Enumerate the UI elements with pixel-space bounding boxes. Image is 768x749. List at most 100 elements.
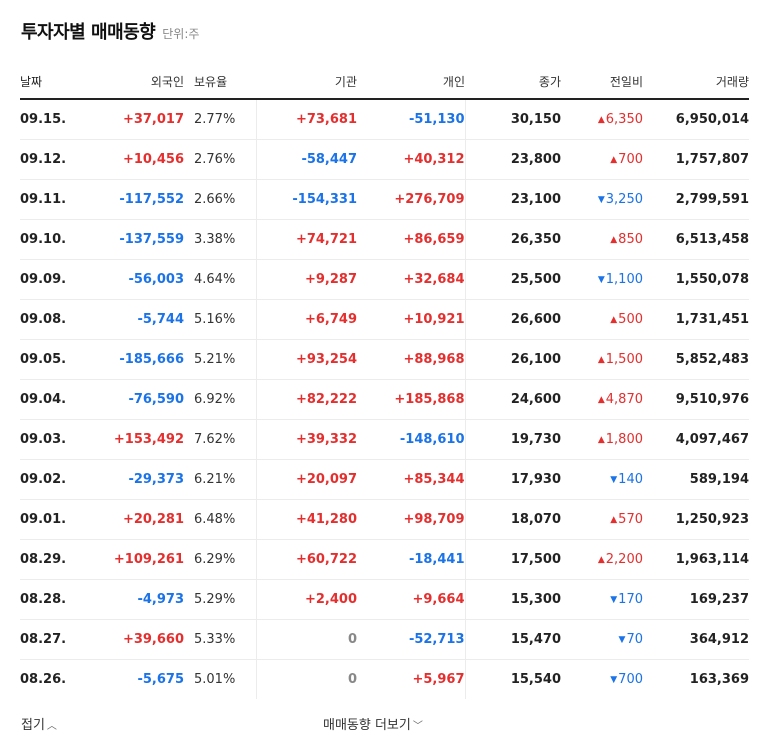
triangle-down-icon: ▼ (610, 595, 618, 605)
table-row: 09.08. -5,744 5.16% +6,749 +10,921 26,600 ▲500… (20, 299, 749, 340)
col-header-close: 종가 (465, 64, 561, 100)
cell-individual: -18,441 (357, 539, 466, 580)
change-value: 1,100 (605, 272, 643, 287)
cell-date: 09.04. (20, 379, 80, 420)
cell-holding-ratio: 3.38% (184, 219, 257, 260)
table-row: 09.10. -137,559 3.38% +74,721 +86,659 26,350 ▲… (20, 219, 749, 260)
cell-volume: 1,731,451 (643, 299, 749, 340)
change-value: 3,250 (605, 192, 643, 207)
cell-close: 19,730 (465, 419, 561, 460)
cell-holding-ratio: 2.76% (184, 139, 257, 180)
cell-date: 09.05. (20, 339, 80, 380)
cell-volume: 169,237 (643, 579, 749, 620)
cell-institution: +73,681 (256, 99, 357, 140)
cell-close: 15,300 (465, 579, 561, 620)
cell-date: 09.09. (20, 259, 80, 300)
cell-change: ▼70 (561, 619, 643, 660)
table-row: 09.04. -76,590 6.92% +82,222 +185,868 24,600 ▲… (20, 379, 749, 420)
triangle-up-icon: ▲ (597, 395, 605, 405)
table-header-row: 날짜 외국인 보유율 기관 개인 종가 전일비 거래량 (20, 64, 749, 100)
cell-date: 09.01. (20, 499, 80, 540)
cell-volume: 9,510,976 (643, 379, 749, 420)
cell-close: 23,800 (465, 139, 561, 180)
cell-volume: 364,912 (643, 619, 749, 660)
cell-holding-ratio: 5.33% (184, 619, 257, 660)
change-value: 1,800 (605, 432, 643, 447)
cell-date: 09.08. (20, 299, 80, 340)
cell-change: ▲4,870 (561, 379, 643, 420)
cell-institution: 0 (256, 619, 357, 660)
cell-holding-ratio: 6.92% (184, 379, 257, 420)
cell-institution: -154,331 (256, 179, 357, 220)
cell-foreign: +109,261 (80, 539, 184, 580)
cell-date: 09.12. (20, 139, 80, 180)
table-row: 09.03. +153,492 7.62% +39,332 -148,610 19,730… (20, 419, 749, 460)
fold-button[interactable]: 접기 ︿ (21, 714, 57, 733)
cell-institution: +74,721 (256, 219, 357, 260)
triangle-up-icon: ▲ (610, 515, 618, 525)
table-row: 08.28. -4,973 5.29% +2,400 +9,664 15,300 ▼170 1… (20, 579, 749, 620)
change-value: 700 (618, 152, 643, 167)
change-value: 500 (618, 312, 643, 327)
cell-change: ▲500 (561, 299, 643, 340)
cell-close: 26,350 (465, 219, 561, 260)
cell-individual: +9,664 (357, 579, 466, 620)
cell-institution: +20,097 (256, 459, 357, 500)
cell-holding-ratio: 2.77% (184, 99, 257, 140)
table-row: 09.02. -29,373 6.21% +20,097 +85,344 17,930 ▼1… (20, 459, 749, 500)
col-header-institution: 기관 (256, 64, 357, 100)
cell-foreign: -185,666 (80, 339, 184, 380)
cell-holding-ratio: 2.66% (184, 179, 257, 220)
cell-institution: +6,749 (256, 299, 357, 340)
change-value: 850 (618, 232, 643, 247)
cell-volume: 589,194 (643, 459, 749, 500)
section-title: 투자자별 매매동향 (21, 22, 156, 43)
cell-date: 09.10. (20, 219, 80, 260)
cell-change: ▲6,350 (561, 99, 643, 140)
cell-change: ▲1,500 (561, 339, 643, 380)
cell-foreign: -137,559 (80, 219, 184, 260)
triangle-down-icon: ▼ (597, 275, 605, 285)
triangle-up-icon: ▲ (597, 555, 605, 565)
cell-date: 09.03. (20, 419, 80, 460)
cell-change: ▲2,200 (561, 539, 643, 580)
table-footer: 접기 ︿ 매매동향 더보기 ﹀ (0, 708, 768, 738)
cell-foreign: +39,660 (80, 619, 184, 660)
change-value: 2,200 (605, 552, 643, 567)
cell-institution: +41,280 (256, 499, 357, 540)
triangle-up-icon: ▲ (610, 315, 618, 325)
triangle-up-icon: ▲ (597, 435, 605, 445)
change-value: 4,870 (605, 392, 643, 407)
cell-foreign: -4,973 (80, 579, 184, 620)
cell-individual: +10,921 (357, 299, 466, 340)
cell-change: ▲1,800 (561, 419, 643, 460)
change-value: 1,500 (605, 352, 643, 367)
section-header: 투자자별 매매동향 단위:주 (21, 18, 199, 46)
cell-close: 17,500 (465, 539, 561, 580)
cell-institution: +2,400 (256, 579, 357, 620)
col-header-individual: 개인 (357, 64, 465, 100)
cell-volume: 6,950,014 (643, 99, 749, 140)
col-header-change: 전일비 (561, 64, 643, 100)
change-value: 6,350 (605, 112, 643, 127)
cell-foreign: +10,456 (80, 139, 184, 180)
cell-close: 30,150 (465, 99, 561, 140)
chevron-down-icon: ﹀ (412, 721, 423, 732)
cell-institution: +60,722 (256, 539, 357, 580)
more-trading-link[interactable]: 매매동향 더보기 ﹀ (323, 714, 423, 733)
cell-foreign: -76,590 (80, 379, 184, 420)
cell-individual: +185,868 (357, 379, 466, 420)
cell-close: 26,600 (465, 299, 561, 340)
change-value: 70 (626, 632, 643, 647)
cell-change: ▼140 (561, 459, 643, 500)
cell-individual: +98,709 (357, 499, 466, 540)
cell-close: 15,540 (510, 672, 561, 687)
cell-foreign: +37,017 (80, 99, 184, 140)
triangle-up-icon: ▲ (610, 155, 618, 165)
cell-institution: +39,332 (256, 419, 357, 460)
col-header-holding-ratio: 보유율 (184, 64, 256, 100)
cell-volume: 1,250,923 (643, 499, 749, 540)
cell-date: 08.29. (20, 539, 80, 580)
cell-holding-ratio: 5.21% (184, 339, 257, 380)
table-row: 09.15. +37,017 2.77% +73,681 -51,130 30,150 ▲6… (20, 99, 749, 140)
